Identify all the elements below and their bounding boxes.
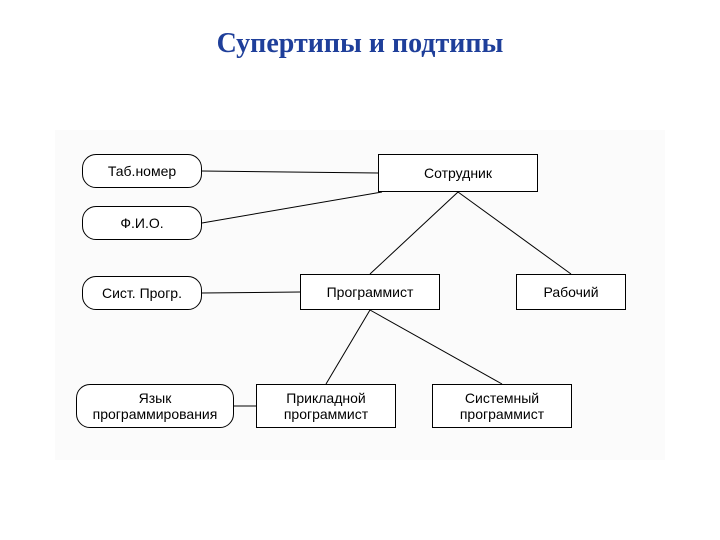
entity-applied-programmer: Прикладной программист xyxy=(256,384,396,428)
slide-title: Супертипы и подтипы xyxy=(0,28,720,60)
attr-tab-no: Таб.номер xyxy=(82,154,202,188)
entity-system-programmer: Системный программист xyxy=(432,384,572,428)
attr-fio: Ф.И.О. xyxy=(82,206,202,240)
attr-language: Язык программирования xyxy=(76,384,234,428)
entity-programmer: Программист xyxy=(300,274,440,310)
entity-employee: Сотрудник xyxy=(378,154,538,192)
attr-sysprog: Сист. Прогр. xyxy=(82,276,202,310)
entity-worker: Рабочий xyxy=(516,274,626,310)
slide: { "title": { "text": "Супертипы и подтип… xyxy=(0,0,720,540)
